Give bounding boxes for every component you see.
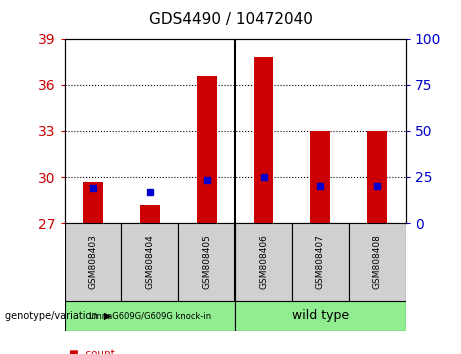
Text: GDS4490 / 10472040: GDS4490 / 10472040 [148, 12, 313, 27]
Bar [178, 223, 235, 301]
Text: GSM808403: GSM808403 [89, 234, 97, 290]
Text: GSM808405: GSM808405 [202, 234, 211, 290]
Bar [121, 223, 178, 301]
Bar [292, 223, 349, 301]
Text: GSM808407: GSM808407 [316, 234, 325, 290]
Bar [83, 182, 103, 223]
Text: wild type: wild type [292, 309, 349, 322]
Text: ■  count: ■ count [69, 349, 115, 354]
Bar [140, 205, 160, 223]
Text: LmnaG609G/G609G knock-in: LmnaG609G/G609G knock-in [89, 312, 211, 320]
Bar [65, 301, 235, 331]
Bar [235, 301, 406, 331]
Text: GSM808404: GSM808404 [145, 235, 154, 289]
Bar [310, 131, 331, 223]
Text: genotype/variation  ▶: genotype/variation ▶ [5, 311, 111, 321]
Bar [349, 223, 406, 301]
Bar [367, 131, 387, 223]
Text: GSM808408: GSM808408 [373, 234, 382, 290]
Bar [254, 57, 273, 223]
Bar [65, 223, 121, 301]
Bar [197, 76, 217, 223]
Text: GSM808406: GSM808406 [259, 234, 268, 290]
Bar [235, 223, 292, 301]
